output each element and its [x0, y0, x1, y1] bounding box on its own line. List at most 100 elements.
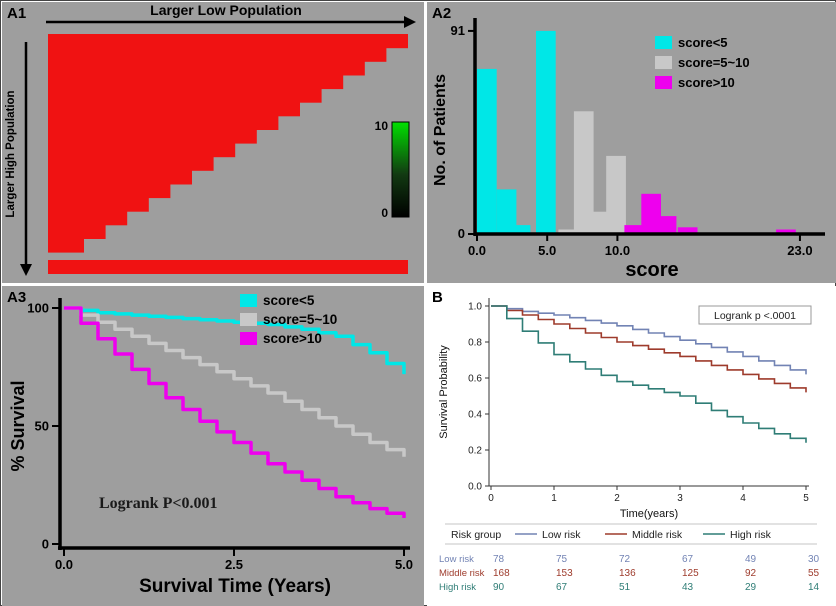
staircase-row [48, 197, 149, 212]
left-axis-label: Larger High Population [5, 90, 17, 217]
risk-table-value: 49 [745, 554, 757, 565]
colorbar-max-label: 10 [375, 119, 389, 133]
risk-table-value: 30 [808, 554, 820, 565]
x-tick-label: 0.0 [55, 557, 73, 572]
panel-a2-score-histogram: 0 91 0.0 5.0 10.0 23.0 score No. of Patients sco… [427, 2, 836, 283]
panel-a3-survival-curves: 0 50 100 0.0 2.5 5.0 Survival Time (Years) % Su… [2, 286, 424, 606]
histogram-bar [624, 225, 645, 234]
legend-swatch [240, 313, 257, 326]
y-tick-label: 0.2 [468, 446, 482, 457]
legend-swatch [655, 76, 672, 89]
legend-label: score<5 [263, 293, 315, 308]
logrank-annotation: Logrank p <.0001 [714, 310, 796, 322]
panel-label-a3: A3 [7, 289, 27, 306]
staircase-row [48, 88, 322, 103]
panel-label-a1: A1 [7, 5, 27, 22]
risk-table-value: 29 [745, 582, 757, 593]
y-axis-label: No. of Patients [432, 74, 449, 186]
panel-a1-population-schematic: Larger Low Population Larger High Populat… [2, 2, 424, 283]
legend-label: High risk [730, 529, 772, 541]
y-tick-label: 0.8 [468, 338, 482, 349]
staircase-row [48, 211, 128, 226]
survival-curve [64, 306, 406, 457]
legend-swatch [240, 294, 257, 307]
survival-curve [64, 306, 406, 518]
x-tick-label: 5 [803, 493, 809, 504]
panel-label-a2: A2 [432, 5, 452, 22]
staircase-row [48, 129, 257, 144]
x-tick-label: 10.0 [605, 243, 630, 258]
staircase-row [48, 170, 192, 185]
risk-table-row-label: Low risk [439, 554, 474, 565]
colorbar-min-label: 0 [381, 206, 388, 220]
y-tick-label: 100 [27, 301, 49, 316]
survival-curve [491, 305, 807, 393]
histogram-bar [510, 225, 531, 234]
y-tick-label: 50 [35, 419, 49, 434]
risk-table-value: 136 [619, 568, 636, 579]
legend-label: Middle risk [632, 529, 683, 541]
x-tick-label: 23.0 [787, 243, 812, 258]
histogram-bar [641, 193, 661, 234]
x-tick-label: 0 [488, 493, 494, 504]
logrank-annotation: Logrank P<0.001 [99, 495, 217, 512]
legend-swatch [240, 332, 257, 345]
staircase-row [48, 47, 387, 62]
histogram-bar [776, 229, 796, 234]
risk-table-value: 51 [619, 582, 631, 593]
percent-survival-chart: 0 50 100 0.0 2.5 5.0 Survival Time (Years) % Su… [8, 293, 413, 597]
legend-label: score>10 [263, 331, 322, 346]
legend-label: score>10 [678, 75, 735, 90]
risk-table-value: 75 [556, 554, 568, 565]
histogram-bar [656, 216, 677, 234]
histogram-bar [606, 155, 626, 234]
legend-label: Low risk [542, 529, 581, 541]
population-staircase-chart: Larger Low Population Larger High Populat… [5, 2, 416, 276]
histogram-bar [573, 111, 594, 234]
legend-title: Risk group [451, 529, 501, 541]
y-tick-label: 0.0 [468, 482, 482, 493]
risk-table-value: 92 [745, 568, 757, 579]
y-tick-label: 91 [451, 23, 465, 38]
survival-curve [491, 305, 807, 375]
panel-label-b: B [432, 289, 443, 306]
x-tick-label: 2.5 [225, 557, 243, 572]
y-axis-label: % Survival [8, 380, 28, 471]
risk-table-value: 90 [493, 582, 505, 593]
colorbar [391, 121, 410, 218]
x-tick-label: 4 [740, 493, 746, 504]
histogram-bar [677, 227, 698, 234]
x-axis-label: Survival Time (Years) [139, 576, 331, 597]
staircase-row [48, 238, 84, 253]
survival-curve [64, 306, 406, 375]
risk-table-value: 72 [619, 554, 631, 565]
top-axis-label: Larger Low Population [150, 2, 302, 18]
risk-table-value: 43 [682, 582, 694, 593]
legend-swatch [655, 36, 672, 49]
legend-label: score=5~10 [678, 55, 750, 70]
risk-table-row-label: High risk [439, 582, 476, 593]
x-tick-label: 2 [614, 493, 620, 504]
risk-table-row-label: Middle risk [439, 568, 485, 579]
staircase-row [48, 74, 344, 90]
y-tick-label: 0.6 [468, 374, 482, 385]
risk-table-value: 153 [556, 568, 573, 579]
left-arrowhead-icon [20, 264, 32, 276]
score-histogram-chart: 0 91 0.0 5.0 10.0 23.0 score No. of Patients sco… [432, 18, 825, 281]
x-tick-label: 5.0 [538, 243, 556, 258]
histogram-bar [589, 211, 609, 234]
legend-label: score<5 [678, 35, 728, 50]
legend-swatch [655, 56, 672, 69]
top-arrowhead-icon [404, 16, 416, 28]
staircase-row [48, 183, 171, 199]
risk-table-value: 78 [493, 554, 505, 565]
x-tick-label: 0.0 [468, 243, 486, 258]
y-tick-label: 0 [42, 537, 49, 552]
staircase-row [48, 156, 214, 171]
x-tick-label: 5.0 [395, 557, 413, 572]
bottom-red-bar [48, 260, 408, 274]
y-axis-label: Survival Probability [438, 345, 450, 439]
staircase-row [48, 224, 106, 239]
y-tick-label: 1.0 [468, 302, 482, 313]
